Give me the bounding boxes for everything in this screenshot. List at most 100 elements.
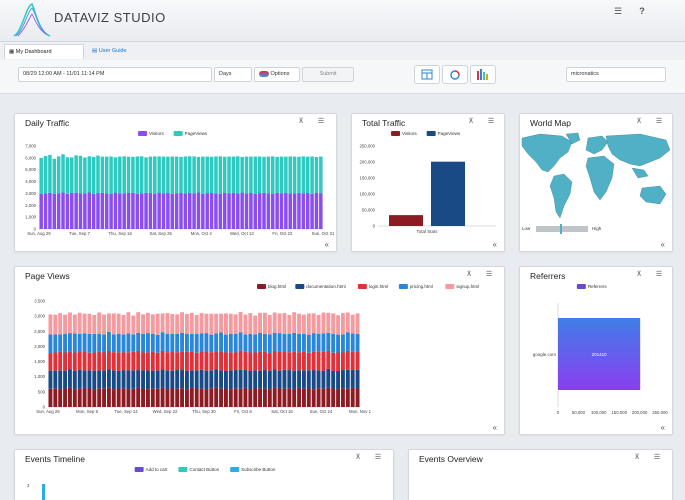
x-tick-label: 50,000	[572, 410, 586, 415]
chart-view-button[interactable]	[470, 65, 496, 84]
collapse-icon[interactable]: «	[492, 423, 497, 432]
page-views-bar	[292, 332, 297, 352]
gauge-view-button[interactable]	[442, 65, 468, 84]
toolbar: 08/29 12:00 AM - 11/01 11:14 PM Days Opt…	[0, 60, 685, 94]
page-views-bar	[204, 313, 209, 334]
daily-traffic-bar	[297, 192, 301, 229]
page-views-bar	[326, 332, 331, 351]
page-views-bar	[77, 333, 82, 352]
page-views-bar	[248, 352, 253, 371]
tab-user-guide[interactable]: ▤ User Guide	[88, 44, 131, 59]
daily-traffic-bar	[153, 156, 157, 194]
pin-icon[interactable]: ⊼	[466, 271, 472, 278]
page-views-bar	[223, 313, 228, 335]
page-views-bar	[82, 387, 87, 407]
x-tick-label: Sun, Aug 29	[36, 409, 60, 414]
page-views-bar	[199, 313, 204, 334]
page-views-bar	[340, 313, 345, 335]
page-views-bar	[267, 389, 272, 407]
page-views-bar	[131, 315, 136, 335]
page-views-bar	[145, 333, 150, 353]
page-views-bar	[336, 352, 341, 371]
page-views-bar	[301, 388, 306, 407]
page-views-bar	[170, 351, 175, 371]
page-views-bar	[165, 389, 170, 407]
south-america	[549, 173, 573, 219]
page-views-bar	[121, 388, 126, 407]
menu-icon[interactable]: ☰	[374, 454, 382, 461]
page-views-bar	[306, 370, 311, 389]
page-views-bar	[53, 314, 58, 335]
menu-icon[interactable]: ☰	[317, 118, 325, 125]
daily-traffic-bar	[262, 192, 266, 229]
page-views-bar	[136, 387, 141, 407]
page-views-panel: Page Views ⊼ ☰ blog.html documentation.ht…	[14, 266, 505, 435]
page-views-bar	[209, 370, 214, 389]
pin-icon[interactable]: ⊼	[636, 271, 642, 278]
date-range-input[interactable]: 08/29 12:00 AM - 11/01 11:14 PM	[18, 67, 212, 82]
page-views-bar	[175, 370, 180, 389]
collapse-icon[interactable]: «	[660, 240, 665, 249]
daily-traffic-bar	[148, 193, 153, 229]
tab-my-dashboard[interactable]: ▦ My Dashboard	[4, 44, 84, 59]
page-views-bar	[53, 334, 58, 353]
daily-traffic-bar	[148, 156, 153, 194]
gauge-icon	[450, 70, 460, 80]
page-views-bar	[141, 388, 146, 407]
page-views-bar	[67, 351, 72, 370]
page-views-bar	[204, 351, 209, 371]
daily-traffic-bar	[65, 193, 70, 229]
y-tick-label: 3,000	[34, 314, 45, 319]
menu-icon[interactable]: ☰	[655, 118, 663, 125]
daily-traffic-bar	[231, 156, 236, 193]
page-views-bar	[87, 370, 92, 389]
page-views-bar	[214, 387, 219, 407]
x-tick-label: 100,000	[591, 410, 607, 415]
site-select[interactable]: micronatics	[566, 67, 666, 82]
pin-icon[interactable]: ⊼	[634, 454, 640, 461]
page-views-bar	[204, 370, 209, 390]
hamburger-icon[interactable]: ☰	[613, 6, 623, 16]
australia	[639, 185, 667, 205]
daily-traffic-bar	[78, 193, 83, 229]
submit-button[interactable]: Submit	[302, 67, 354, 82]
daily-traffic-bar	[87, 156, 91, 193]
interval-select[interactable]: Days	[214, 67, 252, 82]
asia	[605, 133, 671, 167]
menu-icon[interactable]: ☰	[655, 271, 663, 278]
menu-icon[interactable]: ☰	[653, 454, 661, 461]
pin-icon[interactable]: ⊼	[355, 454, 361, 461]
page-views-bar	[267, 370, 272, 390]
page-views-bar	[63, 388, 68, 407]
app-title: DATAVIZ STUDIO	[54, 10, 166, 25]
daily-traffic-bar	[236, 193, 240, 229]
pin-icon[interactable]: ⊼	[298, 118, 304, 125]
collapse-icon[interactable]: «	[660, 423, 665, 432]
world-map[interactable]	[520, 132, 672, 228]
daily-traffic-bar	[227, 156, 231, 194]
table-view-button[interactable]	[414, 65, 440, 84]
total-traffic-bar	[389, 215, 423, 226]
page-views-bar	[48, 334, 53, 354]
collapse-icon[interactable]: «	[492, 240, 497, 249]
page-views-bar	[340, 370, 345, 389]
pin-icon[interactable]: ⊼	[468, 118, 474, 125]
collapse-icon[interactable]: «	[324, 240, 329, 249]
menu-icon[interactable]: ☰	[485, 271, 493, 278]
page-views-bar	[292, 312, 297, 333]
page-views-bar	[258, 388, 263, 407]
pin-icon[interactable]: ⊼	[636, 118, 642, 125]
page-views-bar	[126, 352, 131, 371]
page-views-bar	[316, 333, 321, 352]
legend-label: signup.html	[456, 284, 479, 289]
daily-traffic-bar	[43, 156, 48, 194]
page-views-bar	[141, 352, 146, 371]
menu-icon[interactable]: ☰	[487, 118, 495, 125]
page-views-bar	[77, 388, 82, 407]
page-views-bar	[72, 389, 77, 407]
daily-traffic-bar	[70, 157, 74, 193]
page-views-bar	[106, 313, 111, 332]
options-button[interactable]: Options	[254, 67, 300, 82]
page-views-bar	[77, 312, 82, 334]
help-icon[interactable]: ?	[639, 6, 645, 16]
